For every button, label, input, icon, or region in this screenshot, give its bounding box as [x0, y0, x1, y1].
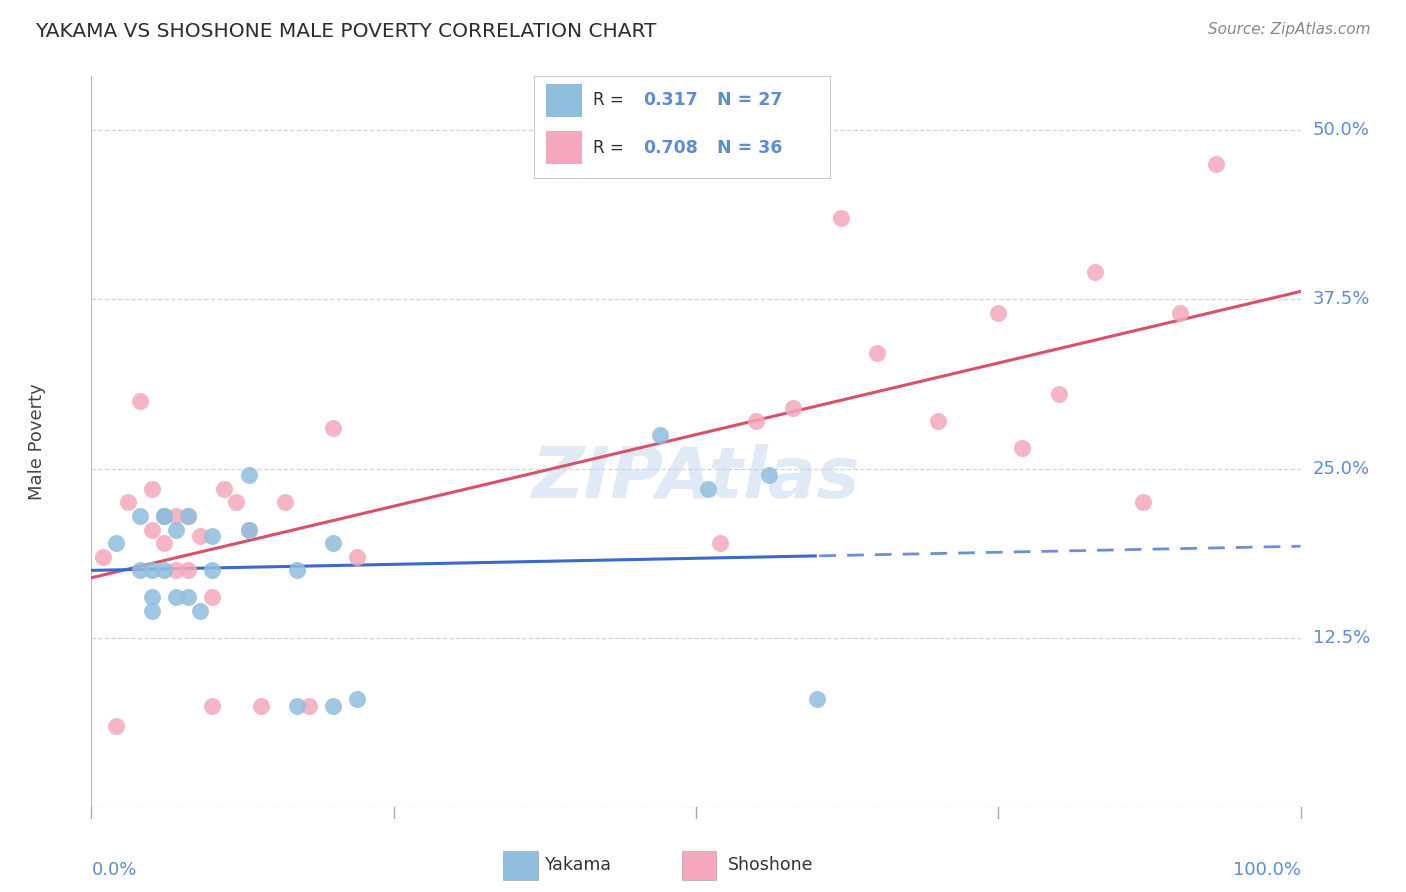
- Point: [117, 495, 139, 509]
- Point: [249, 698, 271, 713]
- Text: 37.5%: 37.5%: [1313, 290, 1369, 309]
- Point: [1011, 442, 1033, 456]
- FancyBboxPatch shape: [682, 851, 716, 880]
- Point: [177, 509, 200, 524]
- Point: [322, 421, 344, 435]
- Point: [225, 495, 247, 509]
- Point: [1084, 265, 1107, 279]
- Point: [346, 549, 368, 564]
- Point: [201, 563, 224, 577]
- Point: [153, 563, 176, 577]
- Point: [806, 692, 828, 706]
- Point: [165, 591, 187, 605]
- Point: [141, 563, 163, 577]
- Text: N = 36: N = 36: [717, 138, 783, 157]
- Text: 0.0%: 0.0%: [91, 862, 136, 880]
- Point: [201, 591, 224, 605]
- Text: 25.0%: 25.0%: [1313, 459, 1369, 477]
- Point: [165, 523, 187, 537]
- Point: [322, 536, 344, 550]
- Text: Yakama: Yakama: [546, 856, 612, 874]
- Point: [648, 427, 671, 442]
- Point: [128, 393, 150, 408]
- Point: [322, 698, 344, 713]
- Text: R =: R =: [593, 92, 630, 110]
- Text: YAKAMA VS SHOSHONE MALE POVERTY CORRELATION CHART: YAKAMA VS SHOSHONE MALE POVERTY CORRELAT…: [35, 22, 657, 41]
- Text: R =: R =: [593, 138, 630, 157]
- Point: [782, 401, 804, 415]
- Text: Shoshone: Shoshone: [727, 856, 813, 874]
- Point: [274, 495, 297, 509]
- Text: 0.708: 0.708: [644, 138, 699, 157]
- Point: [1047, 387, 1070, 401]
- Point: [188, 604, 211, 618]
- Point: [830, 211, 852, 225]
- FancyBboxPatch shape: [546, 131, 582, 164]
- Text: Source: ZipAtlas.com: Source: ZipAtlas.com: [1208, 22, 1371, 37]
- FancyBboxPatch shape: [503, 851, 537, 880]
- Point: [285, 563, 308, 577]
- Point: [697, 482, 720, 496]
- Text: 12.5%: 12.5%: [1313, 629, 1369, 647]
- Text: 0.317: 0.317: [644, 92, 699, 110]
- FancyBboxPatch shape: [546, 84, 582, 117]
- Text: ZIPAtlas: ZIPAtlas: [531, 443, 860, 513]
- Point: [177, 563, 200, 577]
- Point: [238, 523, 260, 537]
- Point: [987, 306, 1010, 320]
- Point: [214, 482, 236, 496]
- Point: [104, 719, 127, 733]
- Point: [153, 509, 176, 524]
- Point: [93, 549, 115, 564]
- Point: [298, 698, 321, 713]
- Text: 50.0%: 50.0%: [1313, 121, 1369, 139]
- Point: [201, 698, 224, 713]
- Point: [346, 692, 368, 706]
- Point: [238, 468, 260, 483]
- Point: [141, 482, 163, 496]
- Point: [104, 536, 127, 550]
- Point: [141, 604, 163, 618]
- Text: N = 27: N = 27: [717, 92, 783, 110]
- Text: 100.0%: 100.0%: [1233, 862, 1301, 880]
- Point: [141, 523, 163, 537]
- Point: [188, 529, 211, 543]
- Point: [128, 509, 150, 524]
- Point: [745, 414, 768, 428]
- Point: [201, 529, 224, 543]
- Point: [128, 563, 150, 577]
- Text: Male Poverty: Male Poverty: [28, 384, 46, 500]
- Point: [153, 509, 176, 524]
- Point: [927, 414, 949, 428]
- Point: [709, 536, 731, 550]
- Point: [141, 591, 163, 605]
- Point: [165, 563, 187, 577]
- Point: [153, 536, 176, 550]
- Point: [1168, 306, 1191, 320]
- Point: [238, 523, 260, 537]
- Point: [866, 346, 889, 360]
- Point: [177, 591, 200, 605]
- Point: [285, 698, 308, 713]
- Point: [177, 509, 200, 524]
- Point: [153, 509, 176, 524]
- Point: [165, 509, 187, 524]
- Point: [758, 468, 780, 483]
- Point: [1132, 495, 1154, 509]
- Point: [1205, 157, 1227, 171]
